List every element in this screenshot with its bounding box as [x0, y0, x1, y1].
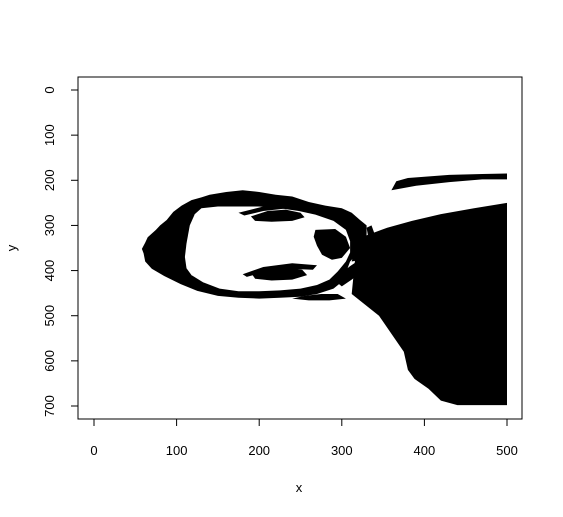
- image-region-jacket: [351, 202, 507, 406]
- y-axis: 0 100 200 300 400 500 600 700: [42, 86, 79, 417]
- image-region-collar: [292, 294, 346, 301]
- image-region-eye-upper: [250, 209, 305, 222]
- image-region-brow-lower: [242, 263, 317, 277]
- y-tick-label: 500: [42, 305, 57, 327]
- x-tick-label: 0: [90, 443, 97, 458]
- x-tick-label: 400: [414, 443, 436, 458]
- image-layer: [141, 173, 507, 406]
- y-tick-label: 100: [42, 124, 57, 146]
- x-axis-title: x: [296, 480, 303, 495]
- image-region-shoulder-top: [391, 173, 507, 191]
- image-region-mouth: [350, 223, 367, 262]
- x-tick-label: 100: [166, 443, 188, 458]
- x-tick-label: 500: [496, 443, 518, 458]
- y-tick-label: 600: [42, 350, 57, 372]
- x-tick-label: 300: [331, 443, 353, 458]
- image-region-beard: [333, 225, 375, 287]
- y-tick-label: 200: [42, 169, 57, 191]
- y-tick-label: 400: [42, 260, 57, 282]
- image-region-brow-upper: [238, 203, 317, 216]
- image-region-face: [184, 206, 351, 292]
- y-tick-label: 700: [42, 395, 57, 417]
- y-axis-title: y: [4, 244, 19, 251]
- image-region-nose: [313, 229, 351, 260]
- x-axis: 0 100 200 300 400 500: [90, 418, 518, 458]
- y-tick-label: 0: [42, 86, 57, 93]
- x-tick-label: 200: [248, 443, 270, 458]
- y-tick-label: 300: [42, 215, 57, 237]
